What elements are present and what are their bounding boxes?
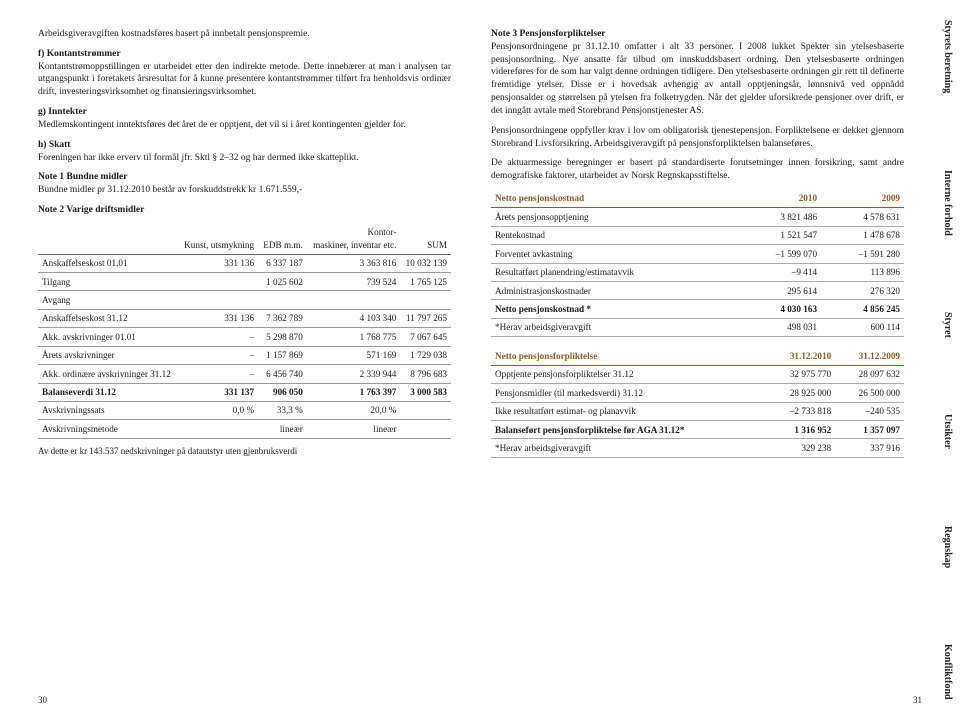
note3-p1: Pensjonsordningene pr 31.12.10 omfatter … <box>491 42 904 116</box>
table-row: Netto pensjonskostnad *4 030 1634 856 24… <box>491 300 904 318</box>
page-right: 31 <box>913 694 922 706</box>
t1-col-4: SUM <box>400 224 451 254</box>
para-e-end: Arbeidsgiveravgiften kostnadsføres baser… <box>38 28 451 41</box>
table-row: Opptjente pensjonsforpliktelser 31.1232 … <box>491 365 904 383</box>
right-column: Note 3 Pensjonsforpliktelser Pensjonsord… <box>486 28 922 702</box>
note1: Note 1 Bundne midler Bundne midler pr 31… <box>38 171 451 197</box>
table-row: Ikke resultatført estimat- og planavvik–… <box>491 402 904 420</box>
section-g-body: Medlemskontingent inntektsføres det året… <box>38 120 406 130</box>
tab-regnskap[interactable]: Regnskap <box>936 526 954 568</box>
tab-styret[interactable]: Styret <box>936 312 954 338</box>
section-f-head: f) Kontantstrømmer <box>38 49 121 59</box>
table-row: Avgang <box>38 291 451 309</box>
section-h-head: h) Skatt <box>38 140 70 150</box>
table-pensjonskostnad: Netto pensjonskostnad20102009 Årets pens… <box>491 190 904 337</box>
table-row: Anskaffelseskost 31.12331 1367 362 7894 … <box>38 309 451 327</box>
note1-title: Note 1 Bundne midler <box>38 172 127 182</box>
table-row: Anskaffelseskost 01.01331 1366 337 1873 … <box>38 254 451 272</box>
t1-col-2: EDB m.m. <box>258 224 307 254</box>
table-row: Tilgang1 025 602739 5241 765 125 <box>38 273 451 291</box>
t1-col-1: Kunst, utsmykning <box>178 224 258 254</box>
table-row: Resultatført planendring/estimatavvik–9 … <box>491 263 904 281</box>
table-row: Akk. ordinære avskrivninger 31.12–6 456 … <box>38 365 451 383</box>
table-row: *Herav arbeidsgiveravgift498 031600 114 <box>491 318 904 336</box>
section-g: g) Inntekter Medlemskontingent inntektsf… <box>38 106 451 132</box>
section-h: h) Skatt Foreningen har ikke erverv til … <box>38 139 451 165</box>
table-row: Avskrivningsmetodelineærlineær <box>38 420 451 438</box>
page-numbers: 30 31 <box>38 694 922 706</box>
left-column: Arbeidsgiveravgiften kostnadsføres baser… <box>38 28 456 702</box>
tab-konfliktfond[interactable]: Konfliktfond <box>936 644 954 700</box>
note1-body: Bundne midler pr 31.12.2010 består av fo… <box>38 185 302 195</box>
table-row: Akk. avskrivninger 01.01–5 298 8701 768 … <box>38 328 451 346</box>
section-g-head: g) Inntekter <box>38 107 87 117</box>
table-row: Årets pensjonsopptjening3 821 4864 578 6… <box>491 208 904 226</box>
side-tabs: Styrets beretning Interne forhold Styret… <box>936 20 954 700</box>
note3-title: Note 3 Pensjonsforpliktelser <box>491 29 606 39</box>
table-row: Forventet avkastning–1 599 070–1 591 280 <box>491 245 904 263</box>
page-left: 30 <box>38 694 47 706</box>
footnote-left: Av dette er kr 143.537 nedskrivninger på… <box>38 445 451 457</box>
t1-col-3: Kontor-maskiner, inventar etc. <box>307 224 401 254</box>
note3-p3: De aktuarmessige beregninger er basert p… <box>491 157 904 183</box>
tab-beretning[interactable]: Styrets beretning <box>936 20 954 93</box>
table-row: Balanseverdi 31.12331 137906 0501 763 39… <box>38 383 451 401</box>
table-row: *Herav arbeidsgiveravgift329 238337 916 <box>491 439 904 457</box>
table-row: Balanseført pensjonsforpliktelse før AGA… <box>491 421 904 439</box>
table-row: Administrasjonskostnader295 614276 320 <box>491 282 904 300</box>
table-driftsmidler: Kunst, utsmykningEDB m.m.Kontor-maskiner… <box>38 224 451 439</box>
table-row: Rentekostnad1 521 5471 478 678 <box>491 226 904 244</box>
section-h-body: Foreningen har ikke erverv til formål jf… <box>38 153 359 163</box>
note3: Note 3 Pensjonsforpliktelser Pensjonsord… <box>491 28 904 118</box>
note2-title: Note 2 Varige driftsmidler <box>38 204 451 217</box>
table-row: Avskrivningssats0,0 %33,3 %20,0 % <box>38 401 451 419</box>
section-f: f) Kontantstrømmer Kontantstrømoppstilli… <box>38 48 451 99</box>
table-row: Pensjonsmidler (til markedsverdi) 31.122… <box>491 384 904 402</box>
section-f-body: Kontantstrømoppstillingen er utarbeidet … <box>38 62 451 98</box>
note3-p2: Pensjonsordningene oppfyller krav i lov … <box>491 125 904 151</box>
table-row: Årets avskrivninger–1 157 869571 1691 72… <box>38 346 451 364</box>
t1-col-0 <box>38 224 178 254</box>
tab-utsikter[interactable]: Utsikter <box>936 414 954 449</box>
tab-interne[interactable]: Interne forhold <box>936 170 954 236</box>
table-pensjonsforpliktelse: Netto pensjonsforpliktelse31.12.201031.1… <box>491 347 904 458</box>
